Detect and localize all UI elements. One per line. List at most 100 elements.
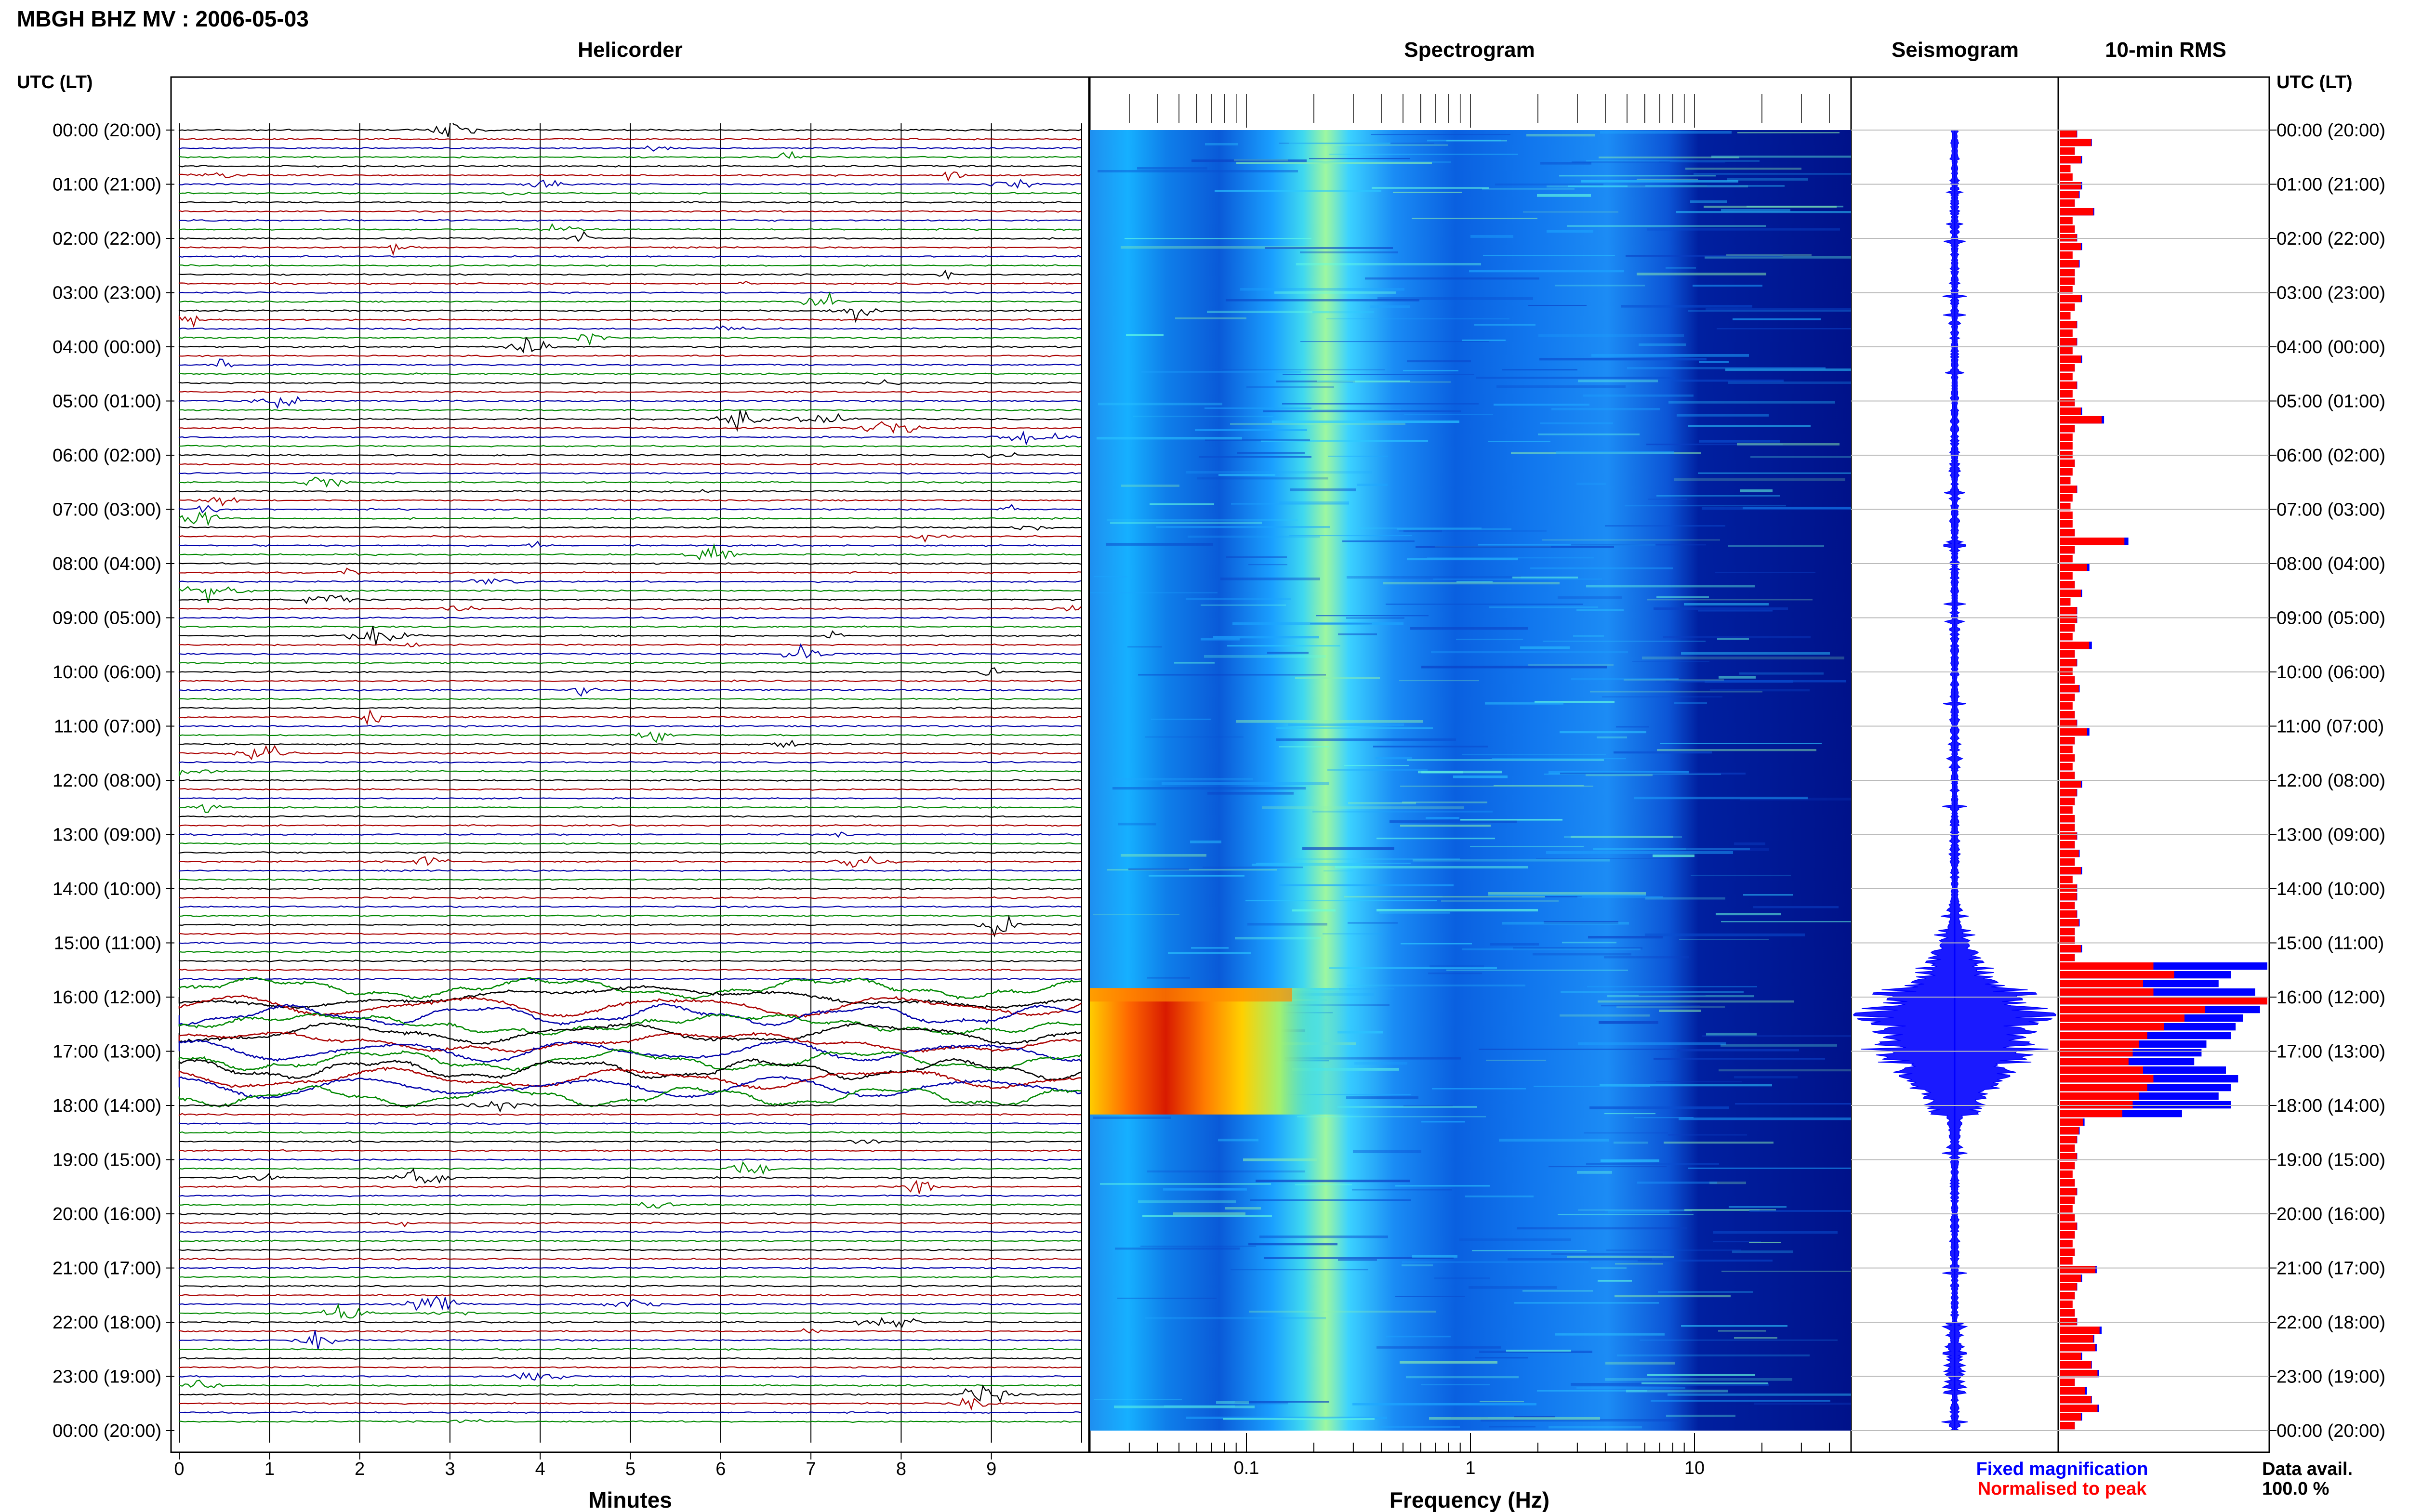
spectrogram-streak xyxy=(1246,386,1334,388)
helicorder-trace xyxy=(178,164,1082,168)
spectrogram-streak xyxy=(1117,1298,1217,1299)
spectrogram-streak xyxy=(1482,188,1575,190)
spectrogram-streak xyxy=(1204,408,1311,409)
spectrogram-streak xyxy=(1352,1403,1536,1406)
spectrogram-streak xyxy=(1300,251,1398,253)
spectrogram-streak xyxy=(1475,1357,1528,1359)
spectrogram-streak xyxy=(1261,440,1428,442)
frequency-tick-label: 1 xyxy=(1465,1458,1475,1478)
spectrogram-streak xyxy=(1403,530,1442,533)
spectrogram-streak xyxy=(1218,1139,1258,1142)
spectrogram-streak xyxy=(1551,1253,1663,1255)
rms-bar-normalised xyxy=(2060,564,2087,571)
spectrogram-streak xyxy=(1207,311,1329,313)
spectrogram-streak xyxy=(1348,922,1398,924)
spectrogram-streak xyxy=(1358,527,1482,529)
helicorder-trace xyxy=(178,503,1082,513)
spectrogram-streak xyxy=(1686,848,1769,851)
rms-bar-normalised xyxy=(2060,1257,2073,1265)
spectrogram-streak xyxy=(1637,179,1698,180)
helicorder-trace xyxy=(178,1348,1082,1351)
helicorder-trace xyxy=(178,1076,1082,1099)
rms-bar-normalised xyxy=(2060,338,2077,346)
helicorder-trace xyxy=(178,941,1082,945)
rms-bar-normalised xyxy=(2060,711,2075,719)
helicorder-trace xyxy=(178,355,1082,357)
spectrogram-streak xyxy=(1599,157,1739,158)
time-tick-label-left: 07:00 (03:00) xyxy=(53,500,161,520)
helicorder-trace xyxy=(178,280,1081,285)
spectrogram-streak xyxy=(1309,158,1410,159)
spectrogram-streak xyxy=(1399,680,1479,682)
spectrogram-streak xyxy=(1715,572,1815,573)
spectrogram-streak xyxy=(1199,456,1311,458)
time-tick-label-left: 18:00 (14:00) xyxy=(53,1096,161,1116)
spectrogram-streak xyxy=(1637,273,1766,276)
spectrogram-streak xyxy=(1353,381,1451,383)
rms-bar-normalised xyxy=(2060,243,2081,250)
time-tick-label-left: 21:00 (17:00) xyxy=(53,1259,161,1279)
spectrogram-streak xyxy=(1581,180,1738,183)
helicorder-trace xyxy=(178,985,1082,1010)
helicorder-trace xyxy=(179,605,1082,612)
spectrogram-streak xyxy=(1098,403,1222,406)
spectrogram-streak xyxy=(1470,846,1584,847)
helicorder-trace xyxy=(178,1397,1081,1411)
spectrogram-streak xyxy=(1323,933,1383,935)
spectrogram-streak xyxy=(1412,218,1537,219)
spectrogram-streak xyxy=(1674,478,1845,481)
helicorder-trace xyxy=(178,697,1082,701)
time-tick-label-right: 13:00 (09:00) xyxy=(2277,825,2385,845)
spectrogram-streak xyxy=(1684,603,1769,605)
spectrogram-streak xyxy=(1480,1401,1524,1403)
data-availability-label: Data avail. xyxy=(2262,1459,2353,1479)
time-tick-label-left: 20:00 (16:00) xyxy=(53,1204,161,1224)
helicorder-trace xyxy=(178,788,1082,791)
spectrogram-streak xyxy=(1431,651,1628,654)
rms-bar-normalised xyxy=(2060,486,2077,493)
rms-bar-normalised xyxy=(2060,798,2075,805)
helicorder-trace xyxy=(179,1180,1082,1194)
spectrogram-streak xyxy=(1679,939,1769,940)
spectrogram-streak xyxy=(1743,894,1793,896)
spectrogram-streak xyxy=(1608,1210,1669,1213)
spectrogram-streak xyxy=(1676,211,1851,213)
spectrogram-streak xyxy=(1472,1250,1587,1251)
spectrogram-streak xyxy=(1634,1117,1694,1118)
helicorder-trace xyxy=(178,745,1082,761)
spectrogram-streak xyxy=(1326,318,1509,319)
spectrogram-streak xyxy=(1125,238,1311,239)
spectrogram-streak xyxy=(1235,1401,1329,1403)
spectrogram-streak xyxy=(1121,246,1323,249)
time-tick-label-right: 00:00 (20:00) xyxy=(2277,120,2385,141)
helicorder-trace xyxy=(178,855,1082,868)
helicorder-trace xyxy=(178,977,1082,981)
rms-bar-normalised xyxy=(2060,347,2073,355)
spectrogram-streak xyxy=(1571,678,1679,681)
time-tick-label-left: 04:00 (00:00) xyxy=(53,337,161,357)
spectrogram-streak xyxy=(1587,986,1757,987)
rms-bar-normalised xyxy=(2060,199,2075,207)
spectrogram-streak xyxy=(1528,305,1587,306)
spectrogram-streak xyxy=(1223,1418,1375,1420)
helicorder-trace xyxy=(178,358,1082,368)
rms-bar-normalised xyxy=(2060,555,2073,563)
rms-bar-normalised xyxy=(2060,1153,2077,1161)
helicorder-trace xyxy=(178,1131,1081,1134)
helicorder-trace xyxy=(178,1380,1082,1389)
spectrogram-streak xyxy=(1205,143,1238,145)
spectrogram-streak xyxy=(1138,674,1326,676)
rms-bar-normalised xyxy=(2060,598,2071,606)
rms-bar-normalised xyxy=(2060,572,2073,580)
rms-bar-normalised xyxy=(2060,668,2073,675)
rms-bar-normalised xyxy=(2060,165,2071,172)
spectrogram-streak xyxy=(1205,439,1310,441)
spectrogram-streak xyxy=(1416,546,1614,548)
rms-bar-normalised xyxy=(2060,381,2077,389)
rms-bar-normalised xyxy=(2060,1370,2098,1378)
spectrogram-streak xyxy=(1377,909,1538,912)
spectrogram-streak xyxy=(1555,1333,1665,1336)
helicorder-trace xyxy=(178,661,1081,665)
minutes-axis-label: Minutes xyxy=(588,1487,672,1512)
spectrogram-streak xyxy=(1383,582,1560,585)
